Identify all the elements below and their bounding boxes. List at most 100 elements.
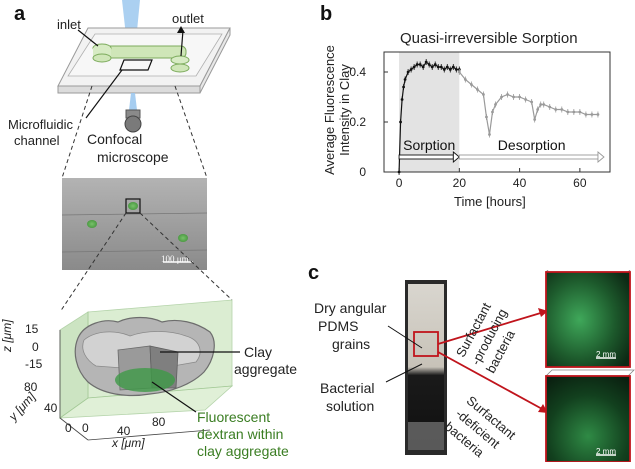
data-point [412,65,416,69]
panel-b-label: b [320,3,333,25]
data-point [439,65,443,69]
data-point [427,63,431,66]
dextran-shape [115,368,175,392]
panel-c-label: c [308,262,320,284]
panel-c-graphic [385,270,635,462]
data-point [590,113,594,116]
bacterial-label-2: solution [326,398,375,414]
data-point [409,68,413,71]
data-point [454,68,458,71]
clay-label-2: aggregate [234,361,298,377]
data-point [457,70,461,74]
z-tick-neg15: -15 [25,357,43,371]
x-tick-80: 80 [152,415,166,429]
x-tick-label: 0 [396,176,403,190]
data-point [421,65,425,69]
data-point [560,108,564,111]
dry-label-1: Dry angular [314,300,387,316]
data-point [494,103,497,106]
data-point [406,70,410,74]
fluor-image-1 [545,271,631,368]
data-point [433,63,437,66]
objective-icon [124,115,142,133]
x-axis-label: x [μm] [112,436,145,450]
data-point [584,113,588,116]
chart-title: Quasi-irreversible Sorption [400,30,578,47]
dry-label-3: grains [332,336,371,352]
data-point [539,103,543,106]
scale-label-1: 2 mm [596,350,616,359]
data-point [578,110,582,114]
y-tick-40: 40 [44,401,58,415]
data-point [463,78,467,81]
data-point [491,110,494,114]
data-point [488,133,491,136]
sorption-label: Sorption [403,137,455,153]
dextran-label-2: dextran within [197,426,284,442]
x-tick-0: 0 [82,421,89,435]
x-tick-label: 60 [573,176,587,190]
data-point [542,103,546,106]
data-point [485,115,488,119]
dextran-label-1: Fluorescent [197,409,271,425]
data-point [536,108,540,111]
y-tick-label: 0 [359,165,366,179]
y-tick-label: 0.4 [349,65,366,79]
plot-frame [383,51,611,173]
dextran-label-3: clay aggregate [197,443,289,459]
desorption-arrow [458,154,599,160]
data-point [524,98,528,101]
inlet-label: inlet [57,17,81,32]
data-point [430,65,434,69]
bacterial-label-1: Bacterial [320,380,375,396]
data-point [482,93,485,96]
microscope-label-2: microscope [97,149,169,165]
outlet-label: outlet [172,11,204,26]
data-point [418,63,422,66]
chart-b: 0 20 40 60 0 0.2 0.4 Sorption Desorption [349,51,611,190]
fluor-image-2 [545,375,631,462]
data-point [399,120,402,124]
data-point [512,95,515,99]
data-point [518,95,521,99]
sorption-arrow [398,154,454,160]
data-point [402,85,405,89]
data-point [397,170,401,174]
data-point [500,95,503,99]
data-point [572,110,576,114]
data-point [554,108,558,111]
data-point [530,100,534,104]
data-point [596,113,600,116]
data-point [506,93,509,96]
x-tick-label: 20 [453,176,467,190]
data-point [533,118,537,121]
z-tick-0: 0 [32,340,39,354]
data-point [445,65,449,69]
dry-label-2: PDMS [318,318,359,334]
x-axis-title: Time [hours] [454,194,526,209]
data-point [469,83,473,86]
data-point [442,68,446,71]
clay-label-1: Clay [244,344,273,360]
data-point [436,65,440,69]
y-tick-label: 0.2 [349,115,366,129]
channel-label-2: channel [14,133,60,148]
x-tick-label: 40 [513,176,527,190]
x-tick-40: 40 [117,424,131,438]
data-point [448,68,452,71]
z-axis-label: z [μm] [0,319,14,352]
data-point [403,78,407,81]
desorption-label: Desorption [498,137,566,153]
channel-label-1: Microfluidic [8,117,74,132]
data-point [476,88,479,91]
data-point [548,105,552,109]
panel-a-graphic [57,0,240,441]
y-tick-80: 80 [24,380,38,394]
micrograph-scale-label: 100 μm [161,254,189,264]
y-tick-0: 0 [65,421,72,435]
panel-a-label: a [14,3,26,25]
data-point [566,110,570,114]
data-point [400,98,404,101]
data-point [451,65,455,69]
scale-label-2: 2 mm [596,447,616,456]
